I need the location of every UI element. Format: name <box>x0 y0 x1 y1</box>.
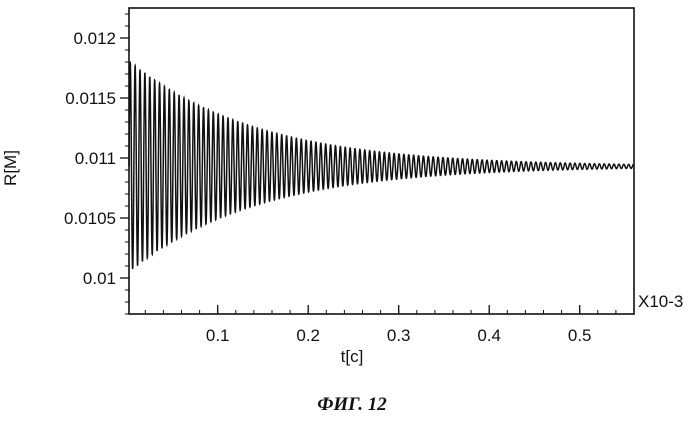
y-tick-label: 0.011 <box>75 149 116 168</box>
y-axis: 0.01 0.0105 0.011 0.0115 0.012 <box>64 14 129 314</box>
y-tick-label: 0.0105 <box>64 209 116 228</box>
x-tick-label: 0.3 <box>387 326 411 345</box>
x-tick-label: 0.1 <box>206 326 230 345</box>
x-axis-multiplier: X10-3 <box>638 292 683 311</box>
y-tick-label: 0.012 <box>73 29 116 48</box>
y-tick-label: 0.01 <box>83 269 116 288</box>
plot-layer <box>129 62 634 269</box>
y-axis-title: R[M] <box>1 150 20 186</box>
x-tick-label: 0.4 <box>477 326 501 345</box>
x-tick-label: 0.2 <box>296 326 320 345</box>
x-axis: 0.1 0.2 0.3 0.4 0.5 <box>145 305 634 345</box>
figure-caption: ФИГ. 12 <box>317 394 387 415</box>
y-tick-label: 0.0115 <box>65 89 116 108</box>
x-axis-title: t[c] <box>341 347 364 366</box>
x-tick-label: 0.5 <box>568 326 592 345</box>
series-line-0 <box>129 62 634 269</box>
